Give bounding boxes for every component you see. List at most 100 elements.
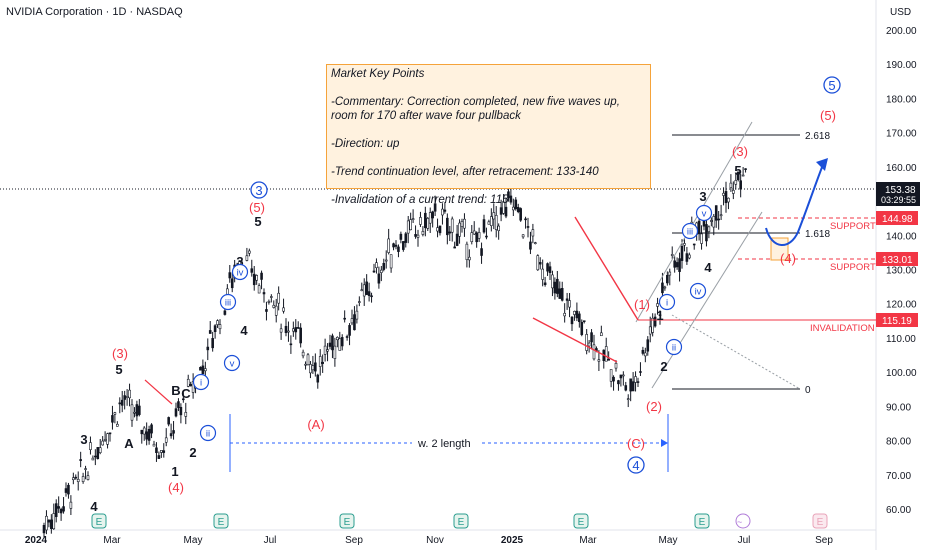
candle-body bbox=[580, 322, 584, 335]
candle-body bbox=[79, 459, 82, 461]
earnings-marker[interactable]: E bbox=[812, 513, 828, 529]
candle-body bbox=[631, 381, 635, 392]
candle-body bbox=[189, 384, 192, 387]
candle-body bbox=[118, 402, 122, 405]
candle-body bbox=[282, 307, 285, 312]
candle-body bbox=[563, 312, 566, 317]
svg-text:133.01: 133.01 bbox=[882, 255, 913, 266]
wave-label: (3) bbox=[112, 346, 128, 361]
candle-body bbox=[133, 411, 136, 414]
wave-label: (5) bbox=[820, 108, 836, 123]
candle-body bbox=[448, 231, 452, 234]
earnings-marker[interactable]: E bbox=[453, 513, 469, 529]
wave-label: 2 bbox=[660, 359, 667, 374]
dividend-icon[interactable]: ~ bbox=[735, 513, 751, 529]
candle-body bbox=[321, 361, 324, 364]
candle-body bbox=[128, 389, 131, 399]
wave-label: 3 bbox=[236, 254, 243, 269]
wave-labels: 435ABC1243512435(3)(4)(5)(A)(B)(C)(1)(2)… bbox=[80, 76, 841, 514]
fib-2618-label: 2.618 bbox=[805, 131, 830, 142]
wave-label: v bbox=[702, 209, 707, 220]
wave-label: (3) bbox=[732, 144, 748, 159]
candle-body bbox=[529, 241, 532, 250]
candle-body bbox=[208, 330, 212, 334]
wave-roman-circle bbox=[689, 282, 707, 300]
wave-label: 3 bbox=[80, 432, 87, 447]
candle-body bbox=[710, 220, 713, 222]
support-tag-upper: 144.98 bbox=[876, 211, 918, 225]
earnings-marker[interactable]: E bbox=[339, 513, 355, 529]
candle-body bbox=[499, 207, 503, 215]
candle-body bbox=[103, 439, 107, 441]
time-tick-label: 2025 bbox=[501, 535, 524, 546]
candle-body bbox=[739, 180, 742, 190]
candle-body bbox=[450, 218, 454, 233]
price-tick-label: 120.00 bbox=[886, 300, 917, 311]
candle-body bbox=[512, 206, 515, 211]
candle-body bbox=[384, 259, 388, 262]
svg-text:E: E bbox=[96, 517, 103, 528]
candle-body bbox=[399, 233, 403, 240]
candle-body bbox=[255, 275, 258, 281]
candle-body bbox=[336, 337, 339, 341]
candle-body bbox=[714, 205, 718, 221]
wave-label: (C) bbox=[627, 436, 645, 451]
candle-body bbox=[113, 412, 117, 415]
candle-body bbox=[345, 336, 349, 338]
time-axis[interactable]: 2024 Mar May Jul Sep Nov 2025 Mar May Jul Sep bbox=[25, 535, 833, 546]
candle-body bbox=[108, 432, 112, 435]
candle-body bbox=[350, 318, 354, 324]
support-lower-label: SUPPORT bbox=[830, 262, 876, 273]
candle-body bbox=[57, 506, 60, 509]
candle-body bbox=[172, 430, 175, 434]
support-tag-lower: 133.01 bbox=[876, 252, 918, 266]
candle-body bbox=[729, 182, 733, 188]
candle-body bbox=[123, 395, 126, 400]
candle-body bbox=[573, 311, 576, 315]
candle-body bbox=[404, 233, 408, 243]
wave-label: i bbox=[666, 298, 668, 309]
candle-body bbox=[62, 506, 65, 512]
candle-body bbox=[279, 328, 283, 333]
earnings-marker[interactable]: E bbox=[213, 513, 229, 529]
candle-body bbox=[274, 305, 278, 316]
time-tick-label: Jul bbox=[738, 535, 751, 546]
key-points-invalidation: -Invalidation of a current trend: 115 bbox=[331, 194, 509, 206]
candle-body bbox=[287, 330, 290, 333]
candle-body bbox=[494, 215, 498, 230]
candle-body bbox=[546, 263, 549, 272]
candle-body bbox=[490, 216, 493, 226]
candle-body bbox=[367, 291, 371, 296]
wave-label: 5 bbox=[828, 78, 835, 93]
candle-body bbox=[130, 404, 134, 421]
candle-body bbox=[311, 365, 315, 371]
svg-text:E: E bbox=[344, 517, 351, 528]
candle-body bbox=[487, 221, 491, 225]
candle-body bbox=[177, 401, 180, 408]
candle-body bbox=[318, 356, 322, 367]
key-points-commentary: -Commentary: Correction completed, new f… bbox=[331, 96, 620, 122]
price-axis[interactable]: 200.00190.00180.00170.00160.00150.00140.… bbox=[886, 26, 917, 516]
candle-body bbox=[260, 272, 263, 280]
candle-body bbox=[164, 437, 168, 443]
candle-body bbox=[174, 408, 178, 417]
candle-body bbox=[245, 255, 249, 261]
price-tick-label: 60.00 bbox=[886, 505, 911, 516]
candle-body bbox=[617, 380, 620, 385]
candle-body bbox=[74, 476, 78, 479]
candle-body bbox=[541, 268, 544, 280]
candle-body bbox=[206, 346, 210, 351]
candle-body bbox=[89, 442, 92, 450]
earnings-marker[interactable]: E bbox=[694, 513, 710, 529]
candle-body bbox=[272, 304, 276, 308]
candle-body bbox=[651, 317, 654, 333]
candle-body bbox=[309, 364, 312, 374]
earnings-marker[interactable]: E bbox=[573, 513, 589, 529]
candle-body bbox=[600, 332, 603, 337]
candle-body bbox=[433, 203, 437, 212]
candle-body bbox=[480, 248, 483, 256]
candle-body bbox=[629, 378, 632, 392]
earnings-marker[interactable]: E bbox=[91, 513, 107, 529]
